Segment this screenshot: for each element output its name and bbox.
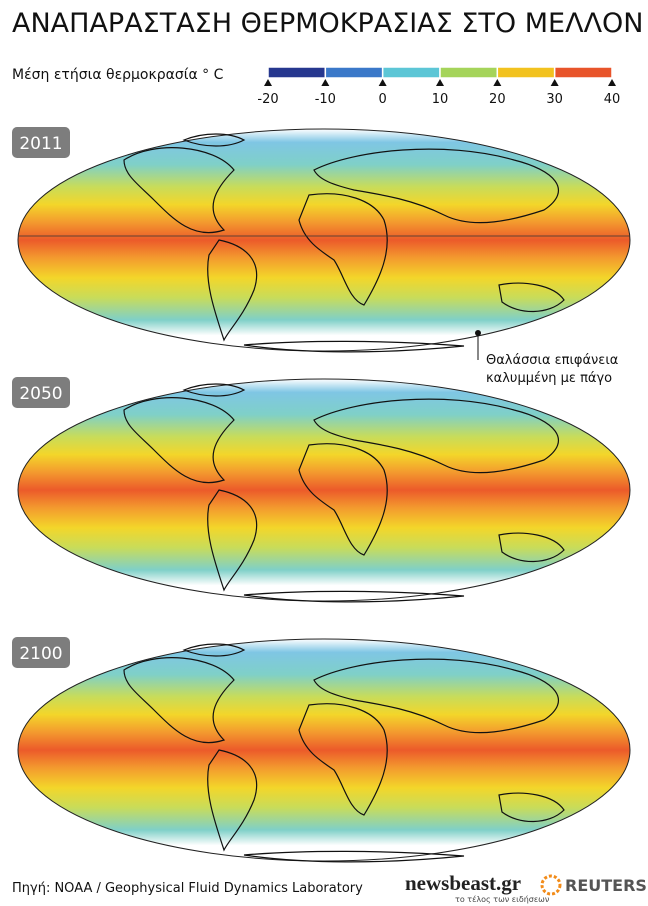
colorbar-segment bbox=[553, 66, 613, 79]
tick-marker bbox=[436, 79, 444, 86]
map-panel: 2050 bbox=[12, 377, 631, 603]
colorbar-segment bbox=[267, 66, 327, 79]
colorbar: -20 -10 0 10 20 30 40 bbox=[257, 66, 621, 107]
year-badge bbox=[12, 377, 70, 408]
year-badge bbox=[12, 127, 70, 158]
tick-label: -20 bbox=[257, 92, 278, 107]
tick-label: 40 bbox=[604, 92, 621, 107]
colorbar-segment bbox=[496, 66, 556, 79]
tick-label: -10 bbox=[315, 92, 336, 107]
map-globe bbox=[17, 638, 631, 862]
brand-tagline: το τέλος των ειδήσεων bbox=[455, 894, 550, 904]
tick-label: 30 bbox=[546, 92, 563, 107]
year-label: 2050 bbox=[19, 384, 62, 404]
legend-label: Μέση ετήσια θερμοκρασία ° C bbox=[12, 67, 224, 83]
year-badge bbox=[12, 637, 70, 668]
tick-label: 20 bbox=[489, 92, 506, 107]
tick-marker bbox=[378, 79, 387, 86]
tick-label: 0 bbox=[379, 92, 387, 107]
colorbar-segment bbox=[324, 66, 384, 79]
map-globe bbox=[17, 128, 631, 352]
colorbar-segment bbox=[439, 66, 499, 79]
map-globe bbox=[17, 378, 631, 602]
partner-logo bbox=[540, 874, 562, 896]
brand-name: newsbeast.gr bbox=[405, 871, 521, 895]
tick-marker bbox=[493, 79, 502, 86]
colorbar-segment bbox=[381, 66, 441, 79]
year-label: 2100 bbox=[19, 644, 62, 664]
tick-marker bbox=[550, 79, 559, 86]
map-panels: 2011 2050 2100 bbox=[12, 127, 631, 863]
tick-marker bbox=[608, 79, 616, 86]
partner-name: REUTERS bbox=[565, 876, 647, 895]
source: Πηγή: NOAA / Geophysical Fluid Dynamics … bbox=[12, 881, 363, 896]
year-label: 2011 bbox=[19, 134, 62, 154]
tick-marker bbox=[321, 79, 330, 86]
annotation: Θαλάσσια επιφάνεια καλυμμένη με πάγο bbox=[475, 330, 618, 386]
annotation-text: καλυμμένη με πάγο bbox=[486, 371, 612, 386]
tick-label: 10 bbox=[432, 92, 449, 107]
annotation-text: Θαλάσσια επιφάνεια bbox=[486, 353, 618, 368]
map-panel: 2100 bbox=[12, 637, 631, 863]
map-panel: 2011 bbox=[12, 127, 631, 353]
title: ΑΝΑΠΑΡΑΣΤΑΣΗ ΘΕΡΜΟΚΡΑΣΙΑΣ ΣΤΟ ΜΕΛΛΟΝ bbox=[12, 8, 644, 39]
tick-marker bbox=[264, 79, 272, 86]
